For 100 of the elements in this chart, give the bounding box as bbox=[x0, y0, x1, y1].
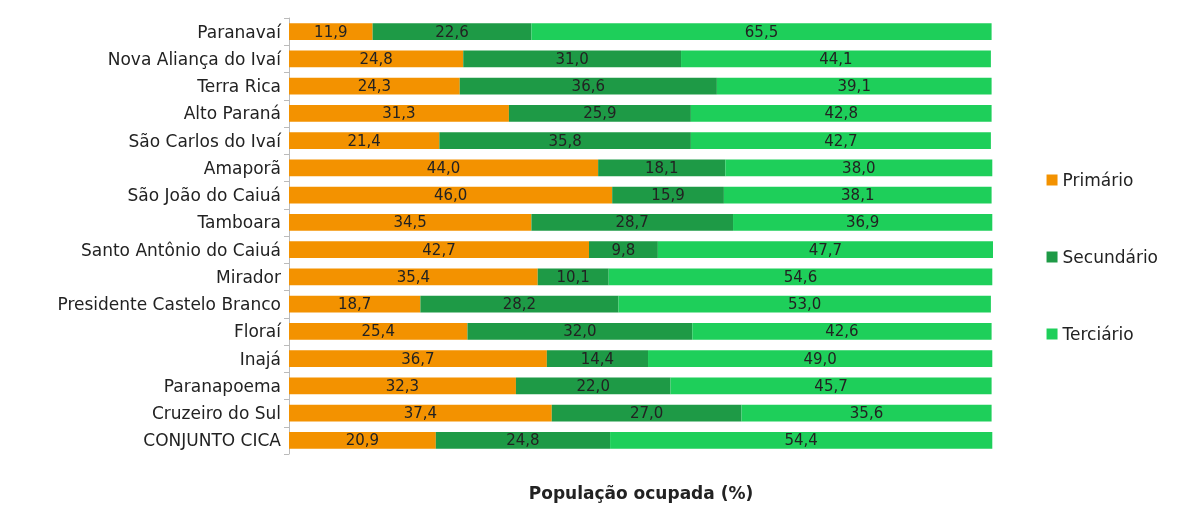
data-label: 21,4 bbox=[347, 131, 381, 150]
data-label: 32,3 bbox=[385, 376, 420, 395]
bar bbox=[289, 159, 599, 177]
bar bbox=[608, 268, 993, 286]
data-label: 45,7 bbox=[814, 376, 848, 395]
y-tick-label: Paranavaí bbox=[197, 21, 283, 42]
bar bbox=[723, 186, 992, 204]
data-label: 27,0 bbox=[629, 404, 664, 423]
bar bbox=[690, 132, 991, 150]
y-tick-label: Santo Antônio do Caiuá bbox=[80, 239, 281, 260]
y-tick-label: Paranapoema bbox=[163, 375, 281, 396]
data-label: 32,0 bbox=[563, 322, 597, 341]
data-label: 24,8 bbox=[359, 49, 393, 68]
bar bbox=[551, 404, 742, 422]
data-label: 28,2 bbox=[502, 295, 537, 314]
bar bbox=[546, 350, 649, 368]
bar bbox=[289, 295, 421, 313]
y-tick-label: Presidente Castelo Branco bbox=[57, 294, 281, 315]
bar bbox=[648, 350, 993, 368]
data-label: 36,9 bbox=[845, 213, 880, 232]
bar bbox=[463, 50, 682, 68]
data-label: 42,6 bbox=[825, 322, 859, 341]
bar bbox=[372, 23, 532, 41]
bar bbox=[289, 322, 468, 340]
data-label: 31,3 bbox=[382, 104, 416, 123]
bar bbox=[657, 241, 993, 259]
legend-label: Secundário bbox=[1062, 247, 1158, 267]
data-label: 25,9 bbox=[583, 104, 617, 123]
y-tick-label: Cruzeiro do Sul bbox=[151, 403, 281, 424]
data-label: 31,0 bbox=[555, 49, 589, 68]
data-label: 35,4 bbox=[396, 267, 431, 286]
bar bbox=[612, 186, 724, 204]
bar bbox=[681, 50, 991, 68]
bar bbox=[289, 104, 509, 122]
data-label: 28,7 bbox=[615, 213, 649, 232]
bar bbox=[531, 213, 734, 231]
data-label: 42,7 bbox=[824, 131, 858, 150]
data-label: 22,6 bbox=[435, 22, 469, 41]
data-label: 44,1 bbox=[819, 49, 853, 68]
bar bbox=[508, 104, 691, 122]
bar bbox=[610, 431, 993, 449]
data-label: 38,1 bbox=[841, 186, 875, 205]
y-tick-label: Terra Rica bbox=[196, 76, 281, 97]
data-label: 25,4 bbox=[361, 322, 395, 341]
bar bbox=[459, 77, 717, 95]
data-label: 65,5 bbox=[744, 22, 779, 41]
data-label: 46,0 bbox=[433, 186, 468, 205]
legend-label: Terciário bbox=[1061, 324, 1134, 344]
data-label: 9,8 bbox=[611, 240, 636, 259]
data-label: 47,7 bbox=[808, 240, 843, 259]
data-label: 38,0 bbox=[842, 158, 876, 177]
data-label: 18,1 bbox=[645, 158, 679, 177]
data-label: 53,0 bbox=[788, 295, 822, 314]
bar bbox=[598, 159, 726, 177]
y-tick-label: Inajá bbox=[239, 348, 281, 369]
bar bbox=[741, 404, 992, 422]
y-tick-label: São João do Caiuá bbox=[127, 185, 281, 206]
bar bbox=[670, 377, 992, 395]
y-tick-label: Floraí bbox=[233, 321, 283, 342]
data-label: 20,9 bbox=[345, 431, 380, 450]
bar bbox=[289, 77, 460, 95]
data-label: 54,4 bbox=[784, 431, 818, 450]
bar bbox=[420, 295, 619, 313]
data-label: 42,7 bbox=[422, 240, 456, 259]
bar bbox=[289, 404, 552, 422]
data-label: 37,4 bbox=[403, 404, 438, 423]
bar bbox=[618, 295, 991, 313]
bar bbox=[690, 104, 992, 122]
y-tick-label: Amaporã bbox=[203, 157, 281, 178]
data-label: 11,9 bbox=[314, 22, 348, 41]
data-label: 44,0 bbox=[426, 158, 461, 177]
data-label: 24,3 bbox=[357, 77, 392, 96]
bar bbox=[435, 431, 611, 449]
y-tick-label: CONJUNTO CICA bbox=[143, 430, 282, 451]
data-label: 15,9 bbox=[651, 186, 685, 205]
data-label: 35,6 bbox=[849, 404, 884, 423]
bar bbox=[289, 213, 532, 231]
bar bbox=[725, 159, 993, 177]
y-tick-label: Nova Aliança do Ivaí bbox=[107, 48, 283, 69]
data-label: 18,7 bbox=[337, 295, 372, 314]
bar bbox=[289, 350, 547, 368]
data-label: 22,0 bbox=[576, 376, 610, 395]
data-label: 24,8 bbox=[506, 431, 540, 450]
data-label: 42,8 bbox=[824, 104, 858, 123]
bar bbox=[515, 377, 671, 395]
data-label: 39,1 bbox=[837, 77, 871, 96]
bar bbox=[289, 268, 538, 286]
data-label: 35,8 bbox=[548, 131, 582, 150]
bar bbox=[289, 377, 516, 395]
bar bbox=[716, 77, 992, 95]
bar bbox=[289, 132, 440, 150]
bar bbox=[289, 186, 613, 204]
data-label: 36,7 bbox=[401, 349, 435, 368]
bar bbox=[439, 132, 691, 150]
x-axis-title: População ocupada (%) bbox=[528, 482, 754, 503]
bar bbox=[289, 431, 436, 449]
bar bbox=[733, 213, 993, 231]
legend-label: Primário bbox=[1062, 170, 1134, 190]
data-label: 34,5 bbox=[393, 213, 427, 232]
bar bbox=[289, 23, 373, 41]
